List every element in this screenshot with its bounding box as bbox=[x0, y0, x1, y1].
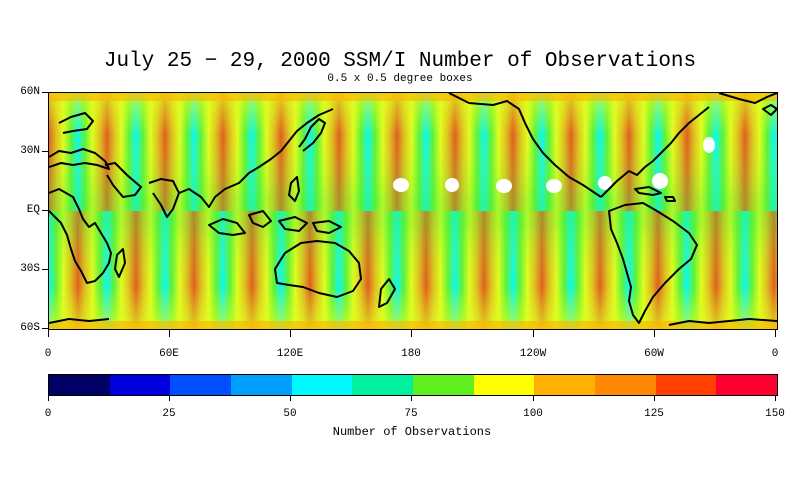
colorbar-segment bbox=[473, 375, 535, 395]
colorbar-label-75: 75 bbox=[404, 408, 418, 420]
colorbar-segment bbox=[595, 375, 656, 395]
lon-tick bbox=[48, 329, 49, 337]
colorbar-tick bbox=[775, 395, 776, 401]
lat-label-60s: 60S bbox=[20, 322, 40, 334]
colorbar-tick bbox=[169, 395, 170, 401]
colorbar-label-100: 100 bbox=[523, 408, 543, 420]
colorbar-segment bbox=[49, 375, 110, 395]
colorbar-segment bbox=[231, 375, 292, 395]
lon-tick bbox=[169, 329, 170, 337]
colorbar-label-50: 50 bbox=[283, 408, 297, 420]
lat-label-eq: EQ bbox=[26, 204, 40, 216]
colorbar-tick bbox=[654, 395, 655, 401]
colorbar-label-0: 0 bbox=[44, 408, 52, 420]
lon-label-180: 180 bbox=[401, 348, 421, 360]
lat-tick bbox=[42, 210, 48, 211]
lon-label-120e: 120E bbox=[276, 348, 304, 360]
colorbar-segment bbox=[413, 375, 474, 395]
colorbar-segment bbox=[716, 375, 778, 395]
observation-map bbox=[48, 92, 778, 330]
lat-label-30s: 30S bbox=[20, 263, 40, 275]
lat-tick bbox=[42, 151, 48, 152]
observation-map-svg bbox=[49, 93, 777, 329]
lat-label-60n: 60N bbox=[20, 86, 40, 98]
lon-label-120w: 120W bbox=[519, 348, 547, 360]
lon-tick bbox=[775, 329, 776, 337]
lon-tick bbox=[411, 329, 412, 337]
chart-title: July 25 − 29, 2000 SSM/I Number of Obser… bbox=[103, 50, 697, 73]
lon-label-0: 0 bbox=[44, 348, 52, 360]
lat-tick bbox=[42, 328, 48, 329]
lat-tick bbox=[42, 269, 48, 270]
lon-tick bbox=[533, 329, 534, 337]
lat-label-30n: 30N bbox=[20, 145, 40, 157]
colorbar-segment bbox=[291, 375, 353, 395]
colorbar-title: Number of Observations bbox=[332, 425, 492, 439]
colorbar-label-125: 125 bbox=[644, 408, 664, 420]
colorbar-segment bbox=[352, 375, 414, 395]
colorbar-segment bbox=[534, 375, 596, 395]
colorbar-label-150: 150 bbox=[765, 408, 785, 420]
colorbar-tick bbox=[411, 395, 412, 401]
colorbar-label-25: 25 bbox=[162, 408, 176, 420]
colorbar bbox=[48, 374, 778, 396]
colorbar-tick bbox=[290, 395, 291, 401]
colorbar-segment bbox=[170, 375, 232, 395]
colorbar-segment bbox=[109, 375, 171, 395]
lon-tick bbox=[654, 329, 655, 337]
chart-subtitle: 0.5 x 0.5 degree boxes bbox=[327, 73, 473, 85]
lon-label-60w: 60W bbox=[644, 348, 664, 360]
colorbar-tick bbox=[533, 395, 534, 401]
colorbar-tick bbox=[48, 395, 49, 401]
lon-label-60e: 60E bbox=[159, 348, 179, 360]
coastlines bbox=[49, 93, 777, 326]
lon-label-0-east: 0 bbox=[771, 348, 779, 360]
lat-tick bbox=[42, 92, 48, 93]
saturated-spots bbox=[393, 137, 715, 193]
colorbar-segment bbox=[655, 375, 717, 395]
lon-tick bbox=[290, 329, 291, 337]
